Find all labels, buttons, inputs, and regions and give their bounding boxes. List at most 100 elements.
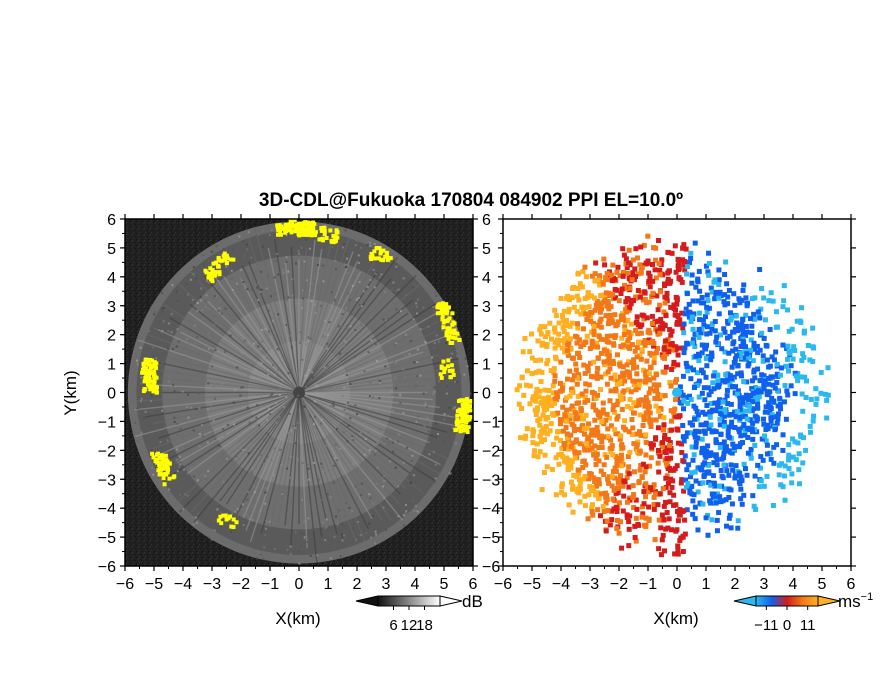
velocity-pixel xyxy=(626,464,632,470)
figure-title: 3D-CDL@Fukuoka 170804 084902 PPI EL=10.0… xyxy=(259,190,683,211)
velocity-pixel xyxy=(660,486,666,492)
velocity-pixel xyxy=(773,309,779,315)
velocity-pixel xyxy=(566,502,572,508)
velocity-pixel xyxy=(702,411,708,417)
velocity-pixel xyxy=(608,423,614,429)
noise-pixel xyxy=(341,536,344,539)
noise-pixel xyxy=(380,273,383,276)
velocity-pixel xyxy=(605,476,611,482)
noise-pixel xyxy=(301,297,304,300)
noise-pixel xyxy=(344,340,347,343)
scan-ray xyxy=(298,251,354,393)
velocity-pixel xyxy=(761,386,767,392)
velocity-pixel xyxy=(705,385,711,391)
noise-pixel xyxy=(183,468,186,471)
velocity-pixel xyxy=(704,342,710,348)
noise-pixel xyxy=(461,346,464,349)
colorbar-tick-label: 11 xyxy=(800,617,816,634)
velocity-pixel xyxy=(728,401,734,407)
velocity-pixel xyxy=(614,509,620,515)
velocity-pixel xyxy=(738,373,744,379)
noise-pixel xyxy=(189,278,192,281)
velocity-pixel xyxy=(574,340,580,346)
noise-pixel xyxy=(201,267,204,270)
velocity-pixel xyxy=(679,477,685,483)
velocity-pixel xyxy=(698,422,704,428)
scan-ray xyxy=(155,369,300,394)
noise-pixel xyxy=(316,486,319,489)
velocity-pixel xyxy=(619,335,625,341)
velocity-pixel xyxy=(614,517,620,523)
velocity-pixel xyxy=(799,391,805,397)
noise-pixel xyxy=(427,430,430,433)
velocity-pixel xyxy=(624,499,630,505)
velocity-pixel xyxy=(553,455,559,461)
velocity-pixel xyxy=(698,330,704,336)
noise-pixel xyxy=(356,413,359,416)
noise-pixel xyxy=(388,441,391,444)
velocity-pixel xyxy=(586,492,592,498)
noise-pixel xyxy=(303,520,306,523)
velocity-pixel xyxy=(691,385,697,391)
y-tick-label-right: −3 xyxy=(482,472,500,489)
velocity-pixel xyxy=(825,392,831,398)
noise-pixel xyxy=(291,233,294,236)
velocity-pixel xyxy=(716,382,722,388)
velocity-pixel xyxy=(592,278,598,284)
velocity-pixel xyxy=(631,362,637,368)
noise-pixel xyxy=(271,364,274,367)
noise-pixel xyxy=(305,394,308,397)
noise-pixel xyxy=(231,288,234,291)
scan-ray xyxy=(236,392,300,515)
velocity-pixel xyxy=(565,441,571,447)
velocity-pixel xyxy=(543,405,549,411)
high-snr-pixel xyxy=(146,369,151,374)
velocity-pixel xyxy=(803,395,809,401)
velocity-pixel xyxy=(593,462,599,468)
noise-pixel xyxy=(452,427,455,430)
velocity-pixel xyxy=(784,307,790,313)
noise-pixel xyxy=(443,413,446,416)
high-snr-pixel xyxy=(440,312,445,317)
velocity-pixel xyxy=(692,416,698,422)
noise-pixel xyxy=(260,270,263,273)
velocity-pixel xyxy=(597,513,603,519)
noise-pixel xyxy=(416,375,419,378)
high-snr-pixel xyxy=(435,311,440,316)
noise-pixel xyxy=(265,356,268,359)
velocity-pixel xyxy=(638,244,644,250)
noise-pixel xyxy=(301,289,304,292)
noise-pixel xyxy=(417,415,420,418)
velocity-pixel xyxy=(627,305,633,311)
velocity-pixel xyxy=(620,313,626,319)
velocity-pixel xyxy=(613,468,619,474)
scan-ray xyxy=(298,391,411,474)
noise-pixel xyxy=(252,522,255,525)
scan-ray xyxy=(158,391,300,439)
velocity-pixel xyxy=(598,374,604,380)
high-snr-pixel xyxy=(218,514,223,519)
noise-pixel xyxy=(350,436,353,439)
velocity-pixel xyxy=(664,295,670,301)
velocity-pixel xyxy=(551,412,557,418)
velocity-pixel xyxy=(786,452,792,458)
velocity-pixel xyxy=(709,517,715,523)
noise-pixel xyxy=(415,305,418,308)
noise-pixel xyxy=(257,345,260,348)
scan-ray xyxy=(284,392,300,526)
noise-pixel xyxy=(192,523,195,526)
velocity-pixel xyxy=(656,517,662,523)
velocity-pixel xyxy=(589,273,595,279)
velocity-pixel xyxy=(619,286,625,292)
noise-pixel xyxy=(451,378,454,381)
velocity-pixel xyxy=(595,410,601,416)
high-snr-pixel xyxy=(462,410,467,415)
velocity-pixel xyxy=(600,407,606,413)
noise-pixel xyxy=(328,321,331,324)
noise-pixel xyxy=(346,382,349,385)
velocity-pixel xyxy=(637,429,643,435)
velocity-pixel xyxy=(613,333,619,339)
velocity-pixel xyxy=(661,422,667,428)
velocity-pixel xyxy=(679,279,685,285)
high-snr-pixel xyxy=(443,304,448,309)
